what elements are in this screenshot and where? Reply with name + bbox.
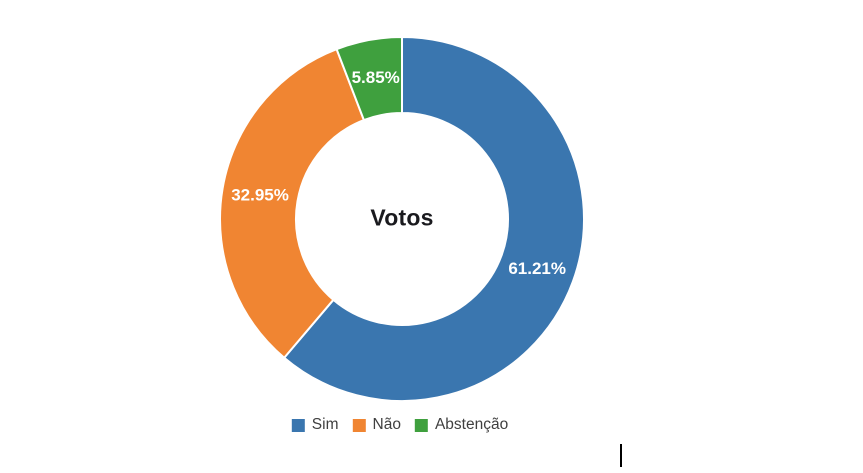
donut-chart[interactable]: 61.21% 32.95% 5.85% <box>218 35 586 403</box>
slice-label-abstencao: 5.85% <box>352 68 400 87</box>
legend-item-sim: Sim <box>291 416 339 434</box>
chart-center-title: Votos <box>370 204 434 231</box>
slice-label-nao: 32.95% <box>231 185 289 204</box>
slice-nao <box>219 48 365 359</box>
slice-label-sim: 61.21% <box>508 259 566 278</box>
legend-swatch-abstencao <box>414 418 428 432</box>
legend-label-sim: Sim <box>311 416 339 433</box>
slice-sim <box>283 36 585 402</box>
legend-item-nao: Não <box>352 416 401 434</box>
slice-abstencao <box>335 36 403 122</box>
chart-legend: Sim Não Abstenção <box>291 416 509 434</box>
legend-label-abstencao: Abstenção <box>434 416 509 433</box>
legend-swatch-sim <box>291 418 305 432</box>
donut-svg: 61.21% 32.95% 5.85% <box>219 36 585 402</box>
legend-label-nao: Não <box>372 416 401 433</box>
legend-swatch-nao <box>352 418 366 432</box>
text-cursor-mark <box>620 444 622 467</box>
legend-item-abstencao: Abstenção <box>414 416 509 434</box>
